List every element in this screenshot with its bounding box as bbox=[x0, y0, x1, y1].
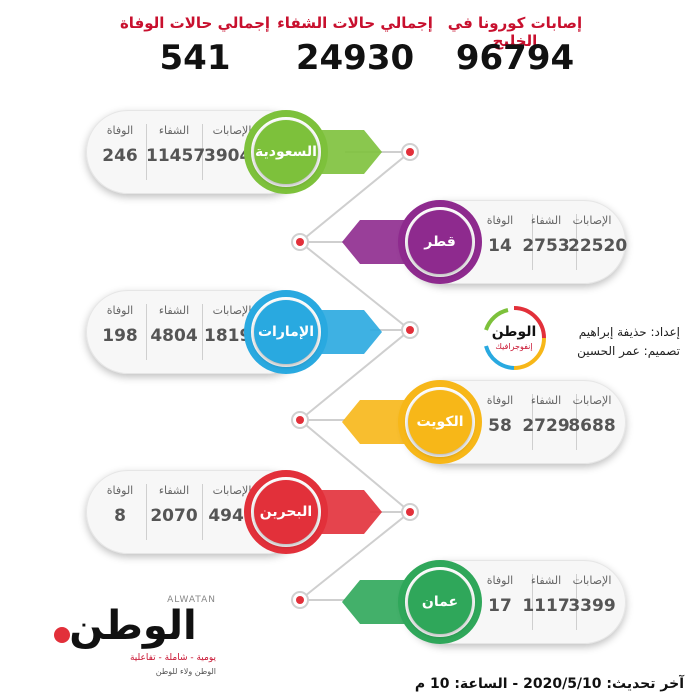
stat-cases: الإصابات 3399 bbox=[568, 574, 616, 616]
stat-deaths: الوفاة 246 bbox=[92, 124, 148, 166]
stat-recovered-label: الشفاء bbox=[530, 214, 562, 227]
infographics-logo-brand: الوطن bbox=[491, 324, 537, 340]
country-name: عمان bbox=[408, 570, 472, 634]
stat-recovered-label: الشفاء bbox=[530, 574, 562, 587]
stat-recovered-value: 1117 bbox=[522, 596, 570, 616]
stat-recovered: الشفاء 4804 bbox=[146, 304, 202, 346]
total-deaths-value: 541 bbox=[159, 38, 231, 78]
stat-deaths-label: الوفاة bbox=[106, 124, 134, 137]
alwatan-logo-tagline: يومية - شاملة - تفاعلية bbox=[129, 653, 216, 663]
stat-deaths-value: 8 bbox=[114, 506, 126, 526]
stat-recovered-value: 2753 bbox=[522, 236, 570, 256]
country-badge: الكويت bbox=[398, 380, 482, 464]
stat-deaths-value: 198 bbox=[102, 326, 138, 346]
stat-recovered-value: 2070 bbox=[150, 506, 198, 526]
stat-cases-label: الإصابات bbox=[212, 304, 252, 317]
stat-cases: الإصابات 22520 bbox=[568, 214, 628, 256]
stat-cases: الإصابات 4941 bbox=[204, 484, 260, 526]
stat-deaths-value: 58 bbox=[488, 416, 512, 436]
stat-cases-label: الإصابات bbox=[212, 124, 252, 137]
stat-recovered-value: 2729 bbox=[522, 416, 570, 436]
country-name: الكويت bbox=[408, 390, 472, 454]
stat-recovered: الشفاء 2070 bbox=[146, 484, 202, 526]
stat-cases-value: 8688 bbox=[568, 416, 616, 436]
stat-recovered-label: الشفاء bbox=[530, 394, 562, 407]
infographics-logo: الوطن إنفوجرافيك bbox=[478, 302, 550, 374]
stat-recovered: الشفاء 1117 bbox=[522, 574, 570, 616]
credit-design: تصميم: عمر الحسين bbox=[577, 344, 680, 358]
stat-recovered: الشفاء 2729 bbox=[522, 394, 570, 436]
country-badge: الإمارات bbox=[244, 290, 328, 374]
country-name: الإمارات bbox=[254, 300, 318, 364]
total-recovered-value: 24930 bbox=[295, 38, 415, 78]
stat-deaths-label: الوفاة bbox=[486, 574, 514, 587]
alwatan-logo: ALWATAN الوطن يومية - شاملة - تفاعلية ال… bbox=[50, 595, 220, 685]
country-badge: السعودية bbox=[244, 110, 328, 194]
country-badge: قطر bbox=[398, 200, 482, 284]
stat-deaths-value: 14 bbox=[488, 236, 512, 256]
stat-recovered-label: الشفاء bbox=[158, 484, 190, 497]
stat-deaths-value: 246 bbox=[102, 146, 138, 166]
country-badge: عمان bbox=[398, 560, 482, 644]
infographics-logo-sub: إنفوجرافيك bbox=[495, 342, 533, 351]
country-name: البحرين bbox=[254, 480, 318, 544]
stat-cases: الإصابات 8688 bbox=[568, 394, 616, 436]
stat-recovered-label: الشفاء bbox=[158, 304, 190, 317]
stat-cases-label: الإصابات bbox=[212, 484, 252, 497]
stat-deaths: الوفاة 8 bbox=[92, 484, 148, 526]
total-cases-label: إصابات كورونا في الخليج bbox=[447, 14, 583, 50]
total-recovered-label: إجمالي حالات الشفاء bbox=[277, 14, 433, 32]
stat-cases-label: الإصابات bbox=[572, 574, 612, 587]
stat-deaths-value: 17 bbox=[488, 596, 512, 616]
stat-deaths: الوفاة 14 bbox=[476, 214, 524, 256]
stat-recovered: الشفاء 11457 bbox=[146, 124, 206, 166]
stat-cases-value: 3399 bbox=[568, 596, 616, 616]
country-name: قطر bbox=[408, 210, 472, 274]
country-badge: البحرين bbox=[244, 470, 328, 554]
stat-recovered-value: 11457 bbox=[146, 146, 206, 166]
stat-cases-label: الإصابات bbox=[572, 394, 612, 407]
total-cases-value: 96794 bbox=[455, 38, 575, 78]
stat-deaths-label: الوفاة bbox=[486, 394, 514, 407]
alwatan-logo-brand: الوطن bbox=[69, 603, 197, 649]
country-name: السعودية bbox=[254, 120, 318, 184]
credit-prepared: إعداد: حذيفة إبراهيم bbox=[578, 325, 680, 339]
last-update-text: آخر تحديث: 2020/5/10 - الساعة: 10 م bbox=[414, 676, 684, 692]
stat-deaths: الوفاة 58 bbox=[476, 394, 524, 436]
stat-recovered: الشفاء 2753 bbox=[522, 214, 570, 256]
total-deaths-label: إجمالي حالات الوفاة bbox=[119, 14, 271, 32]
alwatan-logo-dot bbox=[54, 627, 70, 643]
alwatan-logo-slogan: الوطن ولاء للوطن bbox=[155, 667, 216, 676]
stat-cases-value: 22520 bbox=[568, 236, 628, 256]
stat-recovered-value: 4804 bbox=[150, 326, 198, 346]
stat-cases-value: 4941 bbox=[208, 506, 256, 526]
stat-deaths-label: الوفاة bbox=[486, 214, 514, 227]
alwatan-logo-latin: ALWATAN bbox=[167, 595, 216, 605]
stat-deaths: الوفاة 17 bbox=[476, 574, 524, 616]
stat-recovered-label: الشفاء bbox=[158, 124, 190, 137]
stat-deaths-label: الوفاة bbox=[106, 304, 134, 317]
stat-deaths-label: الوفاة bbox=[106, 484, 134, 497]
stat-deaths: الوفاة 198 bbox=[92, 304, 148, 346]
stat-cases-label: الإصابات bbox=[572, 214, 612, 227]
